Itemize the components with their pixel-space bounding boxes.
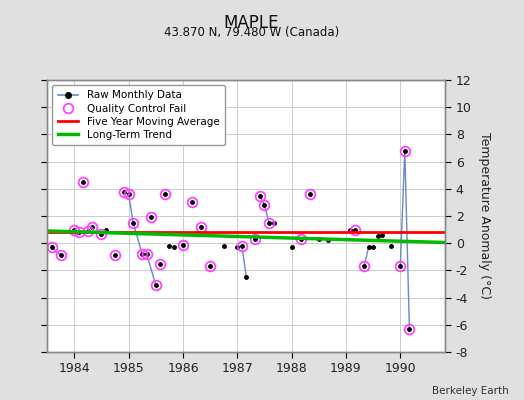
Text: Berkeley Earth: Berkeley Earth xyxy=(432,386,508,396)
Text: 43.870 N, 79.480 W (Canada): 43.870 N, 79.480 W (Canada) xyxy=(164,26,339,39)
Legend: Raw Monthly Data, Quality Control Fail, Five Year Moving Average, Long-Term Tren: Raw Monthly Data, Quality Control Fail, … xyxy=(52,85,225,145)
Text: MAPLE: MAPLE xyxy=(224,14,279,32)
Y-axis label: Temperature Anomaly (°C): Temperature Anomaly (°C) xyxy=(478,132,491,300)
